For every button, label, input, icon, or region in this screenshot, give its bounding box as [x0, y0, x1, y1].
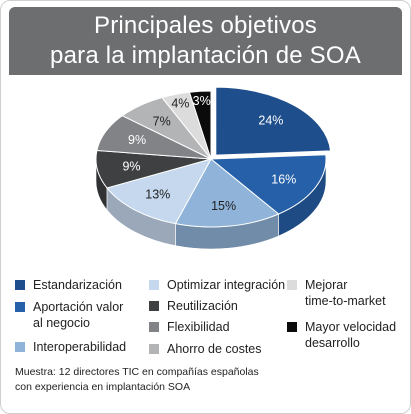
legend-swatch	[15, 302, 25, 312]
legend-label: Reutilización	[167, 299, 238, 313]
legend-item-6: Flexibilidad	[149, 319, 230, 335]
legend-label: Ahorro de costes	[167, 342, 262, 356]
footnote-line-2: con experiencia en implantación SOA	[15, 381, 191, 393]
legend-label: Mayor velocidad desarrollo	[305, 320, 397, 350]
legend-item-5: Reutilización	[149, 298, 238, 314]
pie-data-label-8: 4%	[171, 96, 189, 110]
chart-footnote: Muestra: 12 directores TIC en compañías …	[15, 365, 315, 395]
legend-label: Interoperabilidad	[33, 340, 127, 354]
legend-swatch	[149, 301, 159, 311]
legend-swatch	[149, 344, 159, 354]
legend-label: Flexibilidad	[167, 320, 230, 334]
pie-data-label-9: 3%	[193, 94, 211, 108]
pie-slice-3	[174, 158, 280, 228]
legend-swatch	[149, 322, 159, 332]
pie-data-label-7: 7%	[153, 114, 171, 128]
legend-swatch	[287, 280, 297, 290]
chart-legend: Estandarización Aportación valor al negoc…	[1, 267, 410, 367]
legend-item-7: Ahorro de costes	[149, 341, 262, 357]
legend-item-8: Mejorar time-to-market	[287, 277, 386, 309]
pie-data-label-5: 9%	[122, 159, 140, 173]
pie-data-label-4: 13%	[145, 188, 170, 202]
legend-item-3: Interoperabilidad	[15, 339, 126, 355]
footnote-line-1: Muestra: 12 directores TIC en compañías …	[15, 366, 259, 378]
pie-labels: 24% 16% 15% 13% 9% 9% 7%4% 3%	[122, 94, 296, 213]
pie-slice-4	[106, 158, 213, 225]
legend-label: Mejorar time-to-market	[305, 278, 386, 308]
pie-data-label-3: 15%	[211, 199, 236, 213]
legend-item-1: Estandarización	[15, 277, 122, 293]
pie-chart: 24% 16% 15% 13% 9% 9% 7%4% 3%	[95, 86, 332, 250]
chart-title-line-2: para la implantación de SOA	[50, 42, 361, 69]
legend-item-9: Mayor velocidad desarrollo	[287, 319, 396, 351]
legend-swatch	[287, 322, 297, 332]
pie-slice-2	[209, 154, 327, 215]
legend-label: Aportación valor al negocio	[33, 300, 124, 330]
pie-data-label-2: 16%	[271, 172, 296, 186]
pie-data-label-6: 9%	[128, 133, 146, 147]
legend-swatch	[149, 280, 159, 290]
legend-label: Estandarización	[33, 278, 122, 292]
legend-item-2: Aportación valor al negocio	[15, 299, 123, 331]
pie-data-label-1: 24%	[258, 114, 283, 128]
chart-title-line-1: Principales objetivos	[94, 12, 317, 39]
pie-slices	[95, 86, 332, 228]
legend-swatch	[15, 342, 25, 352]
legend-swatch	[15, 280, 25, 290]
pie-slice-9	[188, 90, 212, 160]
chart-header: Principales objetivos para la implantaci…	[9, 7, 402, 75]
legend-item-4: Optimizar integración	[149, 277, 285, 293]
legend-label: Optimizar integración	[167, 278, 286, 292]
pie-slice-1	[215, 86, 332, 156]
